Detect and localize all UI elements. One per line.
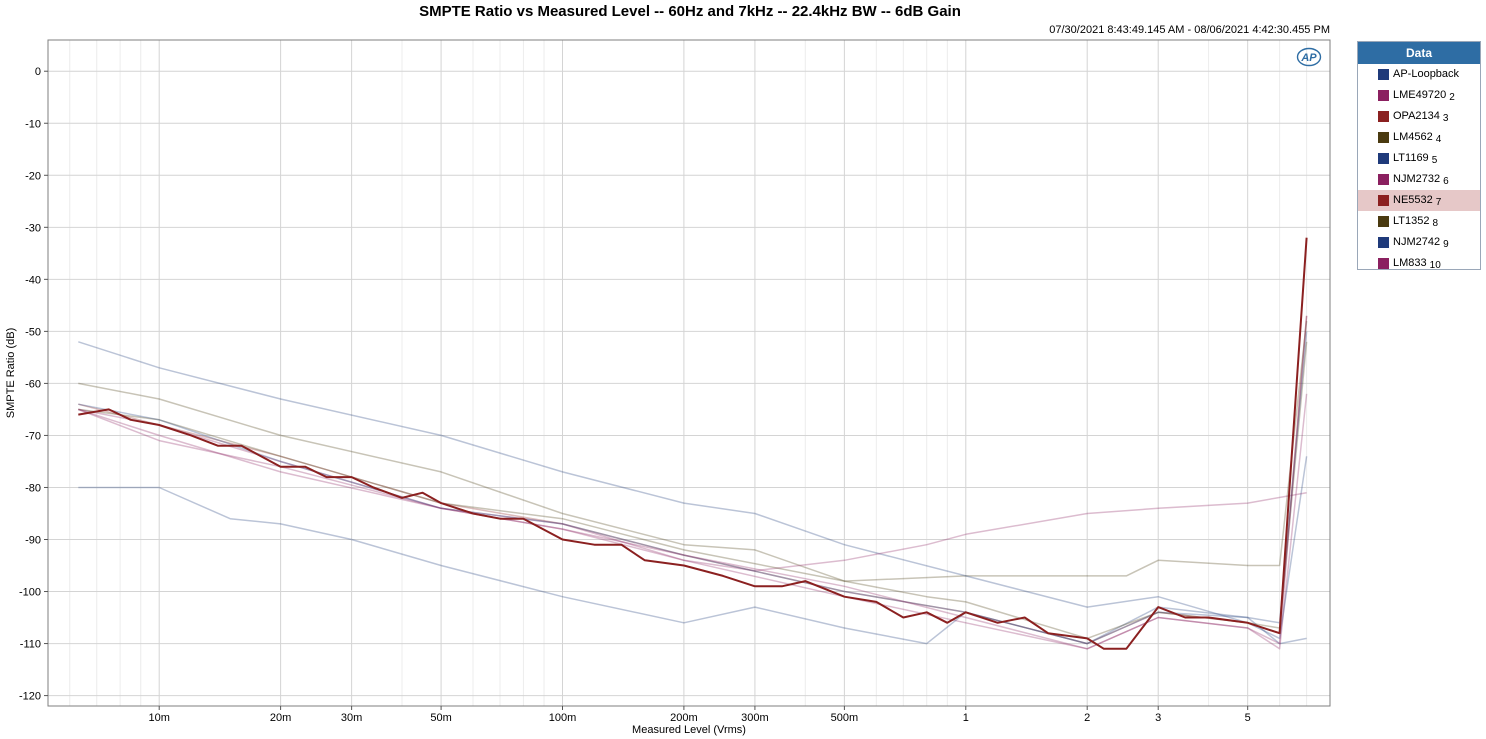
series-line-ne5532 [78,237,1308,650]
legend-item-label: LME49720 [1393,89,1447,101]
series-line-lm4562 [78,320,1308,582]
legend-item-label: LM833 [1393,257,1427,269]
series-line-opa2134 [78,315,1308,645]
plot-area[interactable] [47,39,1331,707]
legend-item-index: 3 [1442,113,1449,124]
axis-ticks: 0 -10 -20 -30 -40 -50 -60 -70 -80 -90 -100 -110 -120… [19,66,1251,724]
legend-list: AP-Loopback LME49720 2 OPA2134 3 LM4562 4 LT116… [1358,64,1480,274]
legend-swatch [1378,195,1389,206]
legend-item-label: OPA2134 [1393,110,1440,122]
y-tick-label: -80 [25,482,41,494]
legend-swatch [1378,132,1389,143]
series-line-ap-loopback [78,486,1307,645]
legend-swatch [1378,237,1389,248]
legend-item-label: NE5532 [1393,194,1433,206]
x-tick-label: 30m [341,712,362,724]
chart-timestamp: 07/30/2021 8:43:49.145 AM - 08/06/2021 4… [1049,24,1330,36]
series-line-lt1352 [78,341,1308,640]
x-tick-label: 500m [831,712,859,724]
series-line-lm833 [78,315,1308,650]
series-line-njm2732 [78,408,1307,572]
legend-header: Data [1358,42,1480,64]
legend-swatch [1378,258,1389,269]
x-tick-label: 200m [670,712,698,724]
legend-item-index: 6 [1443,176,1449,187]
y-tick-label: -10 [25,118,41,130]
legend-item-index: 10 [1429,260,1441,271]
ap-logo-icon: AP [1296,47,1322,67]
y-tick-label: -110 [20,639,41,651]
legend-item[interactable]: LM833 10 [1358,253,1480,274]
legend-item-label: AP-Loopback [1393,68,1460,80]
grid [48,40,1330,706]
legend-item-label: NJM2732 [1393,173,1441,185]
legend-swatch [1378,174,1389,185]
x-tick-label: 2 [1084,712,1090,724]
y-tick-label: -50 [25,326,41,338]
x-tick-label: 3 [1155,712,1161,724]
y-tick-label: -100 [19,587,41,599]
y-tick-label: -20 [25,170,41,182]
y-axis-label: SMPTE Ratio (dB) [5,328,17,418]
legend-item[interactable]: NJM2742 9 [1358,232,1480,253]
y-tick-label: -40 [25,274,41,286]
y-tick-label: 0 [35,66,41,78]
legend-item-index: 9 [1443,239,1449,250]
series-lines [78,237,1308,650]
legend-item[interactable]: NJM2732 6 [1358,169,1480,190]
legend-item[interactable]: NE5532 7 [1358,190,1480,211]
x-tick-label: 10m [148,712,169,724]
y-tick-label: -70 [25,430,41,442]
x-axis-label: Measured Level (Vrms) [632,724,746,736]
x-tick-label: 300m [741,712,769,724]
legend-item-index: 2 [1449,92,1455,103]
legend-item-index: 7 [1435,197,1442,208]
legend-swatch [1378,216,1389,227]
svg-text:AP: AP [1300,52,1317,64]
series-line-njm2742 [78,331,1308,645]
legend-item[interactable]: AP-Loopback [1358,64,1480,85]
legend-item[interactable]: LT1169 5 [1358,148,1480,169]
legend-swatch [1378,69,1389,80]
legend-item[interactable]: OPA2134 3 [1358,106,1480,127]
legend-item[interactable]: LM4562 4 [1358,127,1480,148]
legend-item-index: 4 [1435,134,1442,145]
legend-swatch [1378,90,1389,101]
legend-swatch [1378,153,1389,164]
x-tick-label: 50m [430,712,451,724]
legend-swatch [1378,111,1389,122]
x-tick-label: 5 [1245,712,1251,724]
chart-title: SMPTE Ratio vs Measured Level -- 60Hz an… [419,3,961,20]
legend-panel: Data AP-Loopback LME49720 2 OPA2134 3 LM4562 4… [1357,41,1481,271]
legend-item[interactable]: LT1352 8 [1358,211,1480,232]
legend-item[interactable]: LME49720 2 [1358,85,1480,106]
y-tick-label: -60 [25,378,41,390]
y-tick-label: -90 [25,535,41,547]
legend-item-label: LM4562 [1393,131,1433,143]
x-tick-label: 20m [270,712,291,724]
y-tick-label: -30 [25,222,41,234]
legend-item-label: NJM2742 [1393,236,1441,248]
x-tick-label: 100m [549,712,577,724]
legend-item-index: 5 [1431,155,1438,166]
legend-item-label: LT1169 [1393,152,1429,164]
legend-item-label: LT1352 [1393,215,1430,227]
y-tick-label: -120 [19,691,41,703]
legend-item-index: 8 [1432,218,1439,229]
series-line-lt1169 [78,341,1308,640]
x-tick-label: 1 [963,712,969,724]
